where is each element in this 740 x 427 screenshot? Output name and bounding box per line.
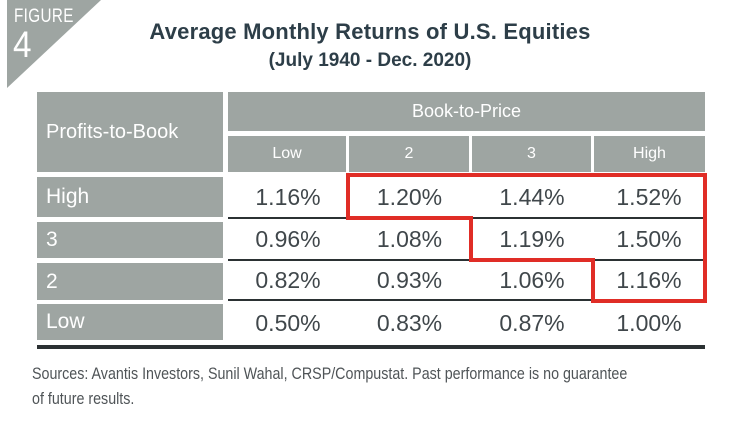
cell-high-low: 1.16% [255, 184, 321, 210]
cell-2-low: 0.82% [255, 267, 321, 293]
cell-low-low: 0.50% [255, 310, 321, 336]
row-separator-2 [228, 259, 705, 261]
page-subtitle: (July 1940 - Dec. 2020) [268, 50, 472, 71]
row-label-2: 2 [37, 263, 223, 300]
cell-low-high: 1.00% [616, 310, 682, 336]
column-header-2: 2 [349, 136, 469, 172]
row-label-3: 3 [37, 222, 223, 258]
row-label-low: Low [37, 304, 223, 340]
cell-high-high: 1.52% [616, 184, 682, 210]
cell-low-2: 0.83% [376, 310, 443, 336]
cell-3-low: 0.96% [255, 226, 321, 252]
cell-2-high: 1.16% [616, 267, 682, 293]
row-axis-header: Profits-to-Book [37, 92, 223, 172]
cell-high-3: 1.44% [499, 184, 565, 210]
cell-2-3: 1.06% [499, 267, 565, 293]
cell-3-3: 1.19% [499, 226, 565, 252]
source-note-line1: Sources: Avantis Investors, Sunil Wahal,… [32, 364, 628, 383]
column-header-low: Low [228, 136, 346, 172]
figure-badge-label: FIGURE [14, 6, 74, 27]
cell-3-high: 1.50% [616, 226, 682, 252]
source-note-line2: of future results. [32, 389, 135, 408]
returns-table: Profits-to-Book Book-to-Price Low 2 3 Hi… [37, 92, 705, 353]
cell-2-2: 0.93% [376, 267, 443, 293]
column-header-high: High [594, 136, 705, 172]
row-separator-3 [228, 299, 705, 301]
row-label-high: High [37, 177, 223, 217]
figure-badge: FIGURE 4 [7, 0, 101, 88]
cell-high-2: 1.20% [376, 184, 443, 210]
column-group-header: Book-to-Price [228, 92, 705, 131]
cell-3-2: 1.08% [376, 226, 443, 252]
column-header-3: 3 [472, 136, 591, 172]
row-separator-1 [228, 217, 705, 219]
page-title: Average Monthly Returns of U.S. Equities [149, 19, 591, 44]
cell-low-3: 0.87% [499, 310, 565, 336]
source-note: Sources: Avantis Investors, Sunil Wahal,… [32, 361, 732, 411]
table-bottom-border [37, 345, 705, 349]
figure-badge-number: 4 [13, 24, 32, 65]
